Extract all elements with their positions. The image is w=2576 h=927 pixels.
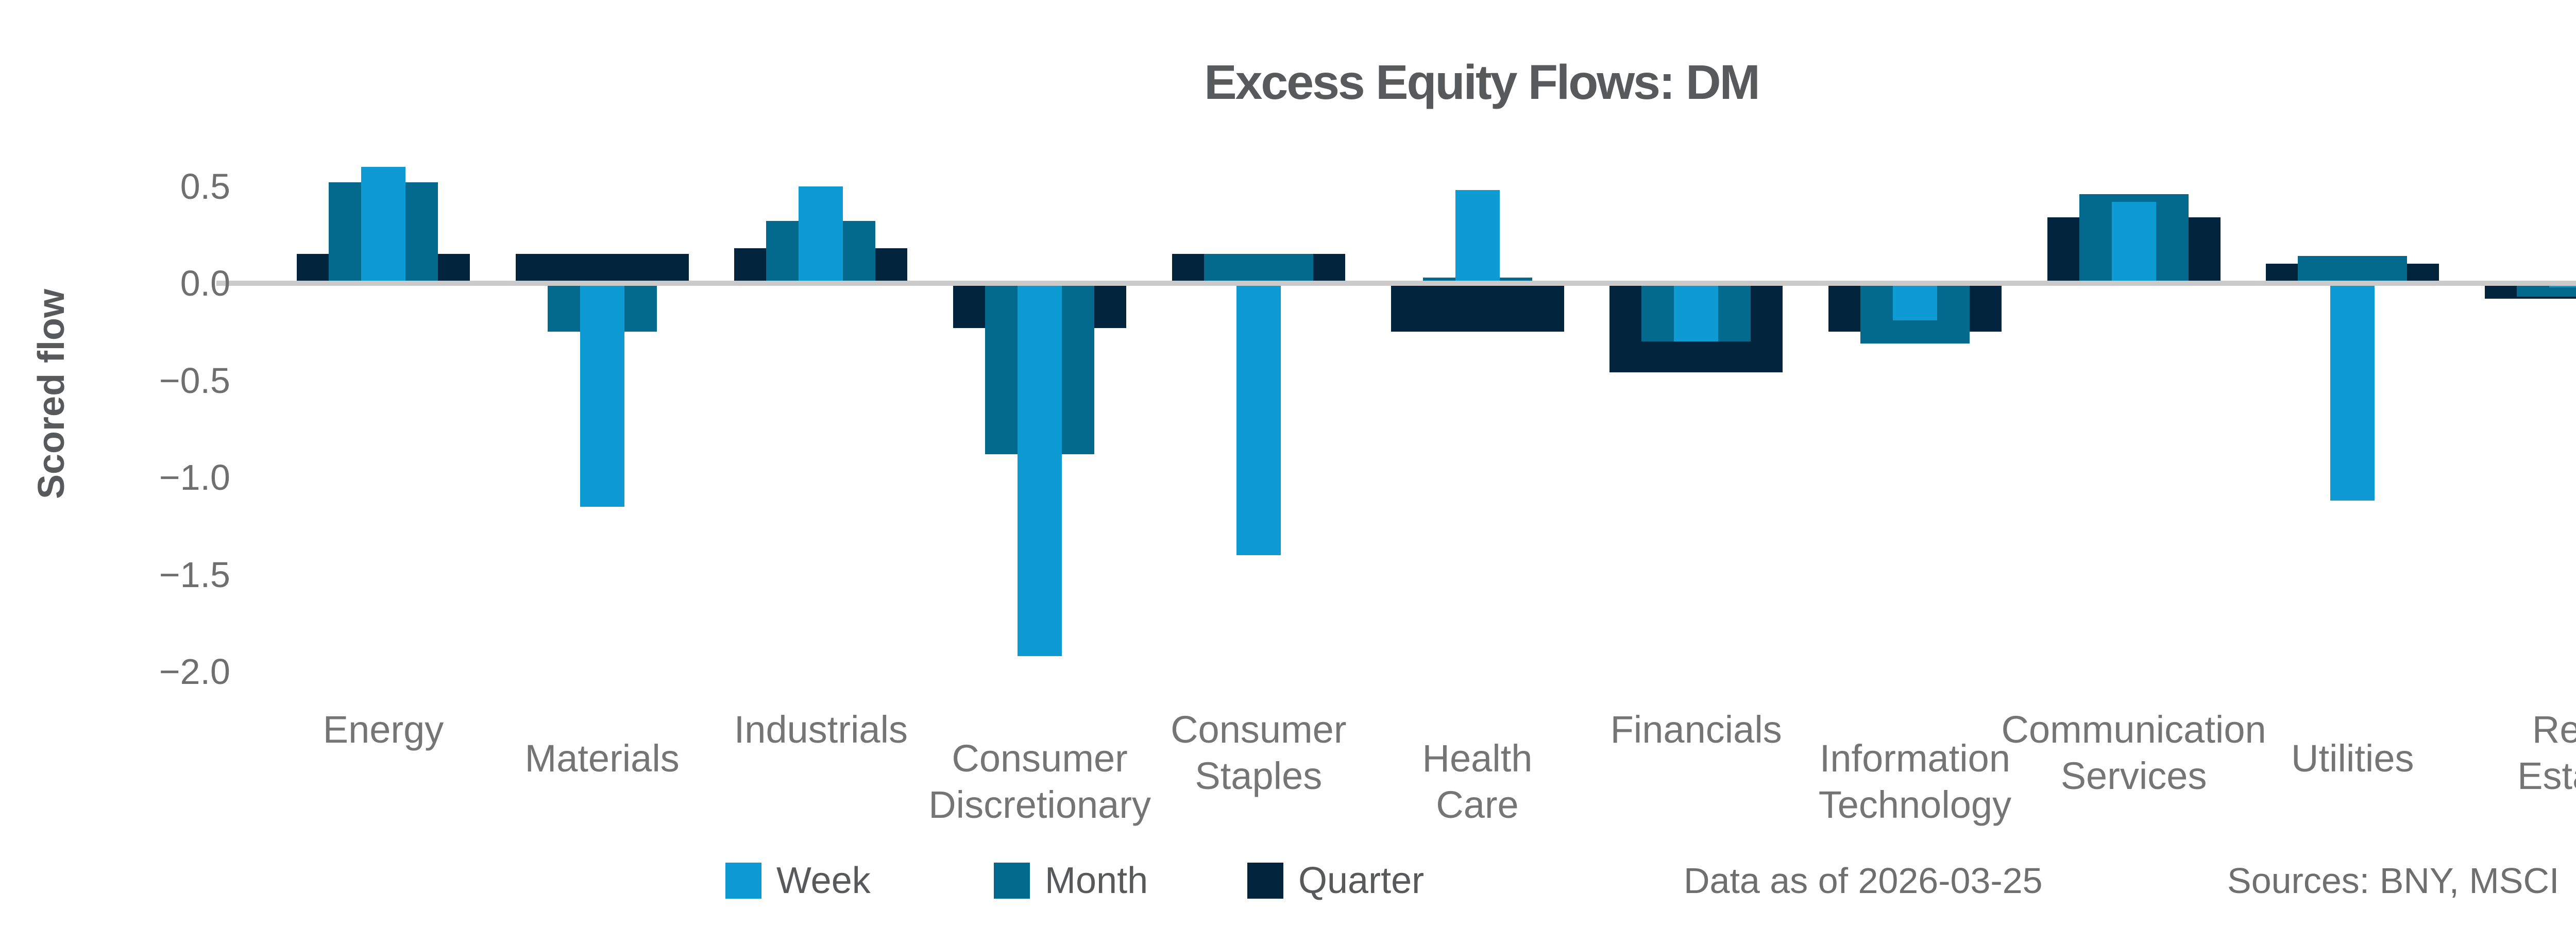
bar-quarter-health-care <box>1391 286 1564 332</box>
x-axis-label-industrials: Industrials <box>640 707 1001 753</box>
legend-label-month: Month <box>1045 860 1148 901</box>
bar-week-consumer-discretionary <box>1018 286 1062 656</box>
x-axis-label-utilities: Utilities <box>2172 735 2533 782</box>
legend-label-quarter: Quarter <box>1298 860 1425 901</box>
x-axis-label-line: Estate <box>2517 754 2576 797</box>
legend-swatch-quarter <box>1247 863 1283 899</box>
x-axis-label-information-technology: Information Technology <box>1735 735 2095 828</box>
legend-swatch-month <box>994 863 1030 899</box>
y-tick-−1.5: −1.5 <box>159 554 230 595</box>
y-tick-−2.0: −2.0 <box>159 651 230 692</box>
x-axis-label-communication-services: Communication Services <box>1954 707 2314 799</box>
y-tick-0.0: 0.0 <box>180 263 230 303</box>
legend-label-week: Week <box>776 860 871 901</box>
x-axis-label-consumer-staples: Consumer Staples <box>1078 707 1439 799</box>
y-tick-−0.5: −0.5 <box>159 360 230 401</box>
x-axis-label-line: Energy <box>323 708 444 751</box>
x-axis-label-financials: Financials <box>1516 707 1876 753</box>
x-axis-label-line: Discretionary <box>928 783 1151 826</box>
legend-swatch-week <box>725 863 761 899</box>
x-axis-label-line: Real <box>2532 708 2576 751</box>
chart-title: Excess Equity Flows: DM <box>1204 55 1760 110</box>
bar-week-real-estate <box>2549 286 2576 287</box>
bar-month-utilities <box>2298 256 2408 281</box>
x-axis-label-line: Services <box>2060 754 2207 797</box>
x-axis-label-line: Consumer <box>1171 708 1347 751</box>
bar-week-information-technology <box>1892 286 1937 320</box>
footer-sources: Sources: BNY, MSCI <box>2227 861 2560 901</box>
x-axis-label-line: Utilities <box>2291 737 2414 780</box>
x-axis-label-materials: Materials <box>422 735 783 782</box>
footer-data-as-of: Data as of 2026-03-25 <box>1684 861 2043 901</box>
x-axis-label-line: Materials <box>524 737 680 780</box>
y-tick-−1.0: −1.0 <box>159 457 230 497</box>
bar-week-consumer-staples <box>1236 286 1281 555</box>
bar-week-industrials <box>799 186 843 281</box>
zero-line <box>216 281 2576 286</box>
x-axis-label-line: Consumer <box>952 737 1128 780</box>
x-axis-label-line: Care <box>1436 783 1519 826</box>
x-axis-label-line: Technology <box>1818 783 2012 826</box>
bar-quarter-materials <box>515 254 689 281</box>
bar-month-real-estate <box>2517 286 2576 297</box>
bar-week-financials <box>1674 286 1719 342</box>
x-axis-label-line: Information <box>1819 737 2010 780</box>
x-axis-label-line: Health <box>1422 737 1533 780</box>
bar-week-communication-services <box>2111 201 2156 281</box>
y-tick-0.5: 0.5 <box>180 166 230 207</box>
x-axis-label-health-care: Health Care <box>1297 735 1658 828</box>
x-axis-label-consumer-discretionary: Consumer Discretionary <box>859 735 1220 828</box>
bar-month-consumer-staples <box>1204 254 1313 281</box>
bar-week-health-care <box>1455 190 1500 281</box>
bar-week-materials <box>580 286 624 507</box>
x-axis-label-real-estate: RealEstate <box>2391 707 2576 799</box>
bar-week-energy <box>361 166 405 281</box>
x-axis-label-line: Staples <box>1195 754 1323 797</box>
bar-week-utilities <box>2330 286 2375 501</box>
x-axis-label-line: Industrials <box>734 708 908 751</box>
x-axis-label-line: Financials <box>1610 708 1782 751</box>
x-axis-label-energy: Energy <box>203 707 564 753</box>
x-axis-label-line: Communication <box>2001 708 2266 751</box>
